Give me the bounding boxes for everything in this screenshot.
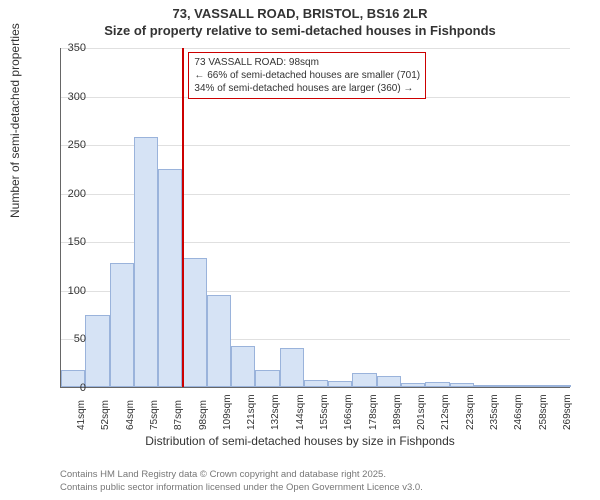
x-tick-label: 223sqm [465,394,476,430]
chart-title-line1: 73, VASSALL ROAD, BRISTOL, BS16 2LR [0,6,600,21]
y-tick-label: 300 [68,91,86,103]
histogram-bar [352,373,376,387]
x-tick-label: 87sqm [173,400,184,430]
x-tick-label: 269sqm [562,394,573,430]
chart-footer: Contains HM Land Registry data © Crown c… [60,469,423,494]
y-tick-label: 200 [68,188,86,200]
x-tick-label: 246sqm [513,394,524,430]
footer-line2: Contains public sector information licen… [60,482,423,494]
x-axis-label: Distribution of semi-detached houses by … [0,434,600,448]
annotation-line: 73 VASSALL ROAD: 98sqm [194,56,420,69]
chart-plot-area: 73 VASSALL ROAD: 98sqm← 66% of semi-deta… [60,48,570,388]
x-tick-label: 201sqm [416,394,427,430]
annotation-line: 34% of semi-detached houses are larger (… [194,82,420,95]
histogram-bar [85,315,109,387]
histogram-bar [401,383,425,387]
footer-line1: Contains HM Land Registry data © Crown c… [60,469,423,481]
y-tick-label: 0 [80,382,86,394]
x-tick-label: 235sqm [489,394,500,430]
x-tick-label: 166sqm [343,394,354,430]
histogram-bar [280,348,304,387]
x-tick-label: 189sqm [392,394,403,430]
x-tick-label: 121sqm [246,394,257,430]
x-tick-label: 41sqm [76,400,87,430]
histogram-bar [377,376,401,387]
annotation-box: 73 VASSALL ROAD: 98sqm← 66% of semi-deta… [188,52,426,99]
y-tick-label: 100 [68,285,86,297]
histogram-bar [231,346,255,387]
x-tick-label: 178sqm [368,394,379,430]
annotation-line: ← 66% of semi-detached houses are smalle… [194,69,420,82]
histogram-bar [182,258,206,387]
y-axis-label: Number of semi-detached properties [8,23,22,218]
x-tick-label: 52sqm [100,400,111,430]
histogram-bar [450,383,474,387]
y-tick-label: 350 [68,42,86,54]
histogram-bar [328,381,352,387]
y-tick-label: 250 [68,139,86,151]
x-tick-label: 258sqm [538,394,549,430]
histogram-bar [304,380,328,387]
histogram-bar [498,385,522,387]
x-tick-label: 75sqm [149,400,160,430]
histogram-bar [158,169,182,387]
histogram-bar [207,295,231,387]
grid-line [61,48,570,49]
histogram-bar [134,137,158,387]
y-tick-label: 50 [74,333,86,345]
histogram-bar [522,385,546,387]
histogram-bar [255,370,279,387]
marker-line [182,48,184,387]
x-tick-label: 144sqm [295,394,306,430]
histogram-bar [110,263,134,387]
chart-title-line2: Size of property relative to semi-detach… [0,23,600,38]
x-tick-label: 109sqm [222,394,233,430]
x-tick-label: 155sqm [319,394,330,430]
histogram-bar [547,385,571,387]
x-tick-label: 64sqm [125,400,136,430]
x-tick-label: 98sqm [198,400,209,430]
y-tick-label: 150 [68,236,86,248]
x-tick-label: 212sqm [440,394,451,430]
x-tick-label: 132sqm [270,394,281,430]
histogram-bar [425,382,449,387]
histogram-bar [474,385,498,387]
